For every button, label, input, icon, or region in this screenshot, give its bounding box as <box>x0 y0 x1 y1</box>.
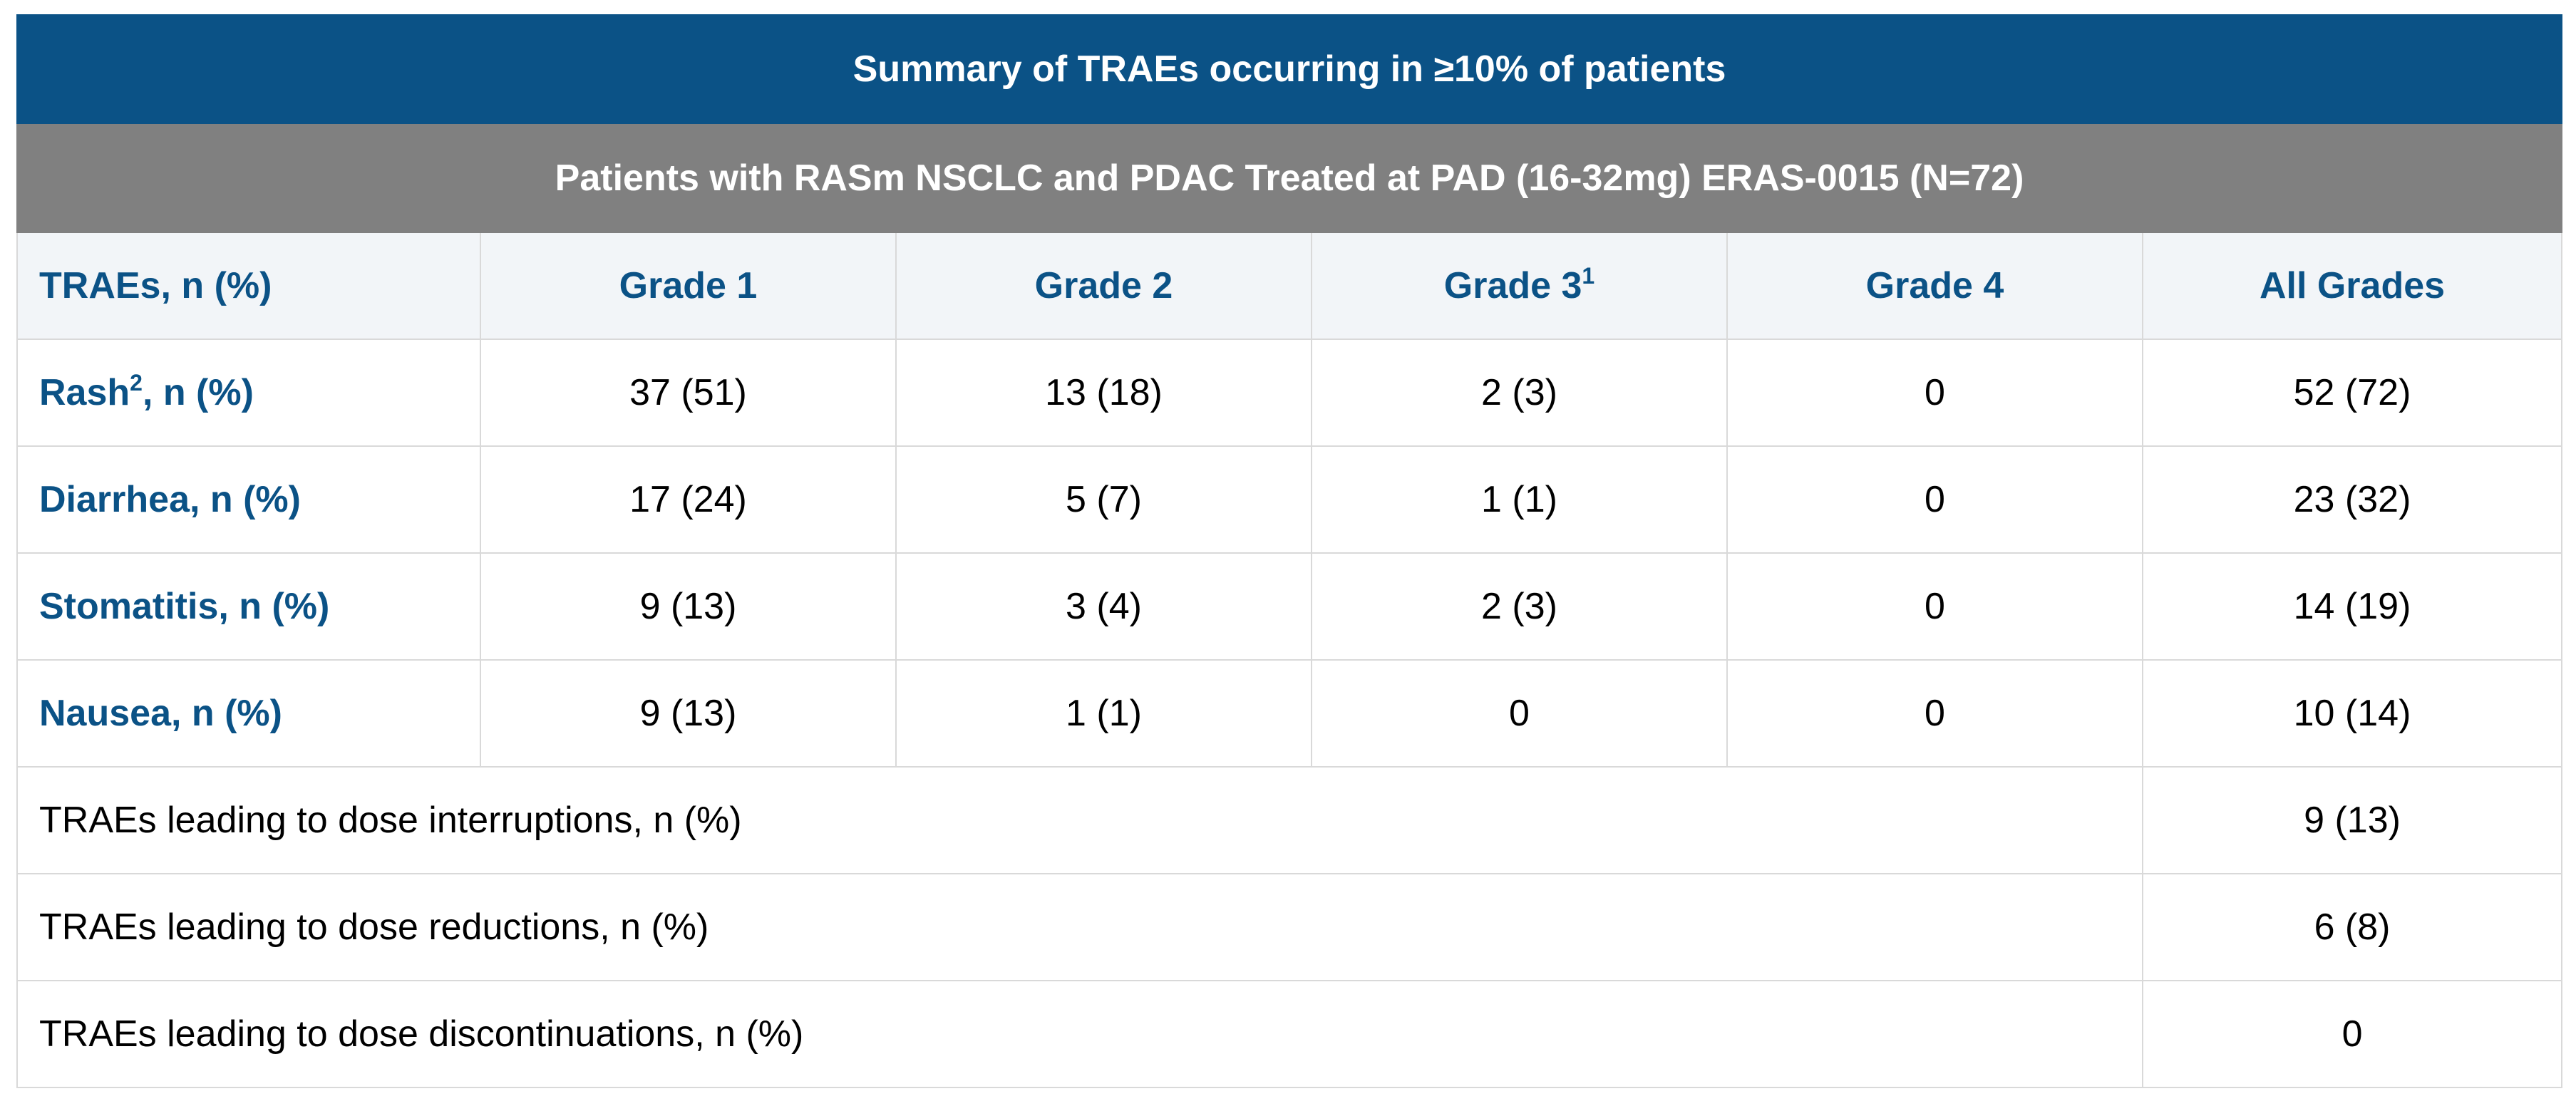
cell-all-grades: 52 (72) <box>2141 339 2563 447</box>
summary-value-discontinuations: 0 <box>2141 980 2563 1088</box>
summary-row-reductions: TRAEs leading to dose reductions, n (%) … <box>16 873 2563 981</box>
header-grade-3-label: Grade 3 <box>1443 265 1582 306</box>
header-traes: TRAEs, n (%) <box>16 232 481 340</box>
cell-all-grades: 14 (19) <box>2141 552 2563 661</box>
cell-grade-2: 3 (4) <box>895 552 1312 661</box>
summary-value-reductions: 6 (8) <box>2141 873 2563 981</box>
summary-row-discontinuations: TRAEs leading to dose discontinuations, … <box>16 980 2563 1088</box>
header-grade-2: Grade 2 <box>895 232 1312 340</box>
table-row: Diarrhea, n (%) 17 (24) 5 (7) 1 (1) 0 23… <box>16 445 2563 554</box>
header-all-grades: All Grades <box>2141 232 2563 340</box>
row-label-rash-name: Rash <box>39 372 130 413</box>
table-row: Stomatitis, n (%) 9 (13) 3 (4) 2 (3) 0 1… <box>16 552 2563 661</box>
row-label-diarrhea: Diarrhea, n (%) <box>16 445 481 554</box>
summary-label-interruptions: TRAEs leading to dose interruptions, n (… <box>16 766 2143 874</box>
header-grade-1: Grade 1 <box>480 232 897 340</box>
table-subtitle-row: Patients with RASm NSCLC and PDAC Treate… <box>16 123 2563 233</box>
cell-grade-2: 1 (1) <box>895 659 1312 768</box>
table-title: Summary of TRAEs occurring in ≥10% of pa… <box>16 14 2563 124</box>
cell-grade-1: 9 (13) <box>480 659 897 768</box>
header-grade-4: Grade 4 <box>1726 232 2143 340</box>
cell-grade-1: 9 (13) <box>480 552 897 661</box>
summary-row-interruptions: TRAEs leading to dose interruptions, n (… <box>16 766 2563 874</box>
cell-grade-4: 0 <box>1726 445 2143 554</box>
trae-summary-table: Summary of TRAEs occurring in ≥10% of pa… <box>16 14 2563 1088</box>
cell-grade-3: 2 (3) <box>1311 552 1728 661</box>
table-subtitle: Patients with RASm NSCLC and PDAC Treate… <box>16 123 2563 233</box>
header-grade-3-footnote: 1 <box>1582 263 1595 289</box>
cell-grade-2: 5 (7) <box>895 445 1312 554</box>
cell-grade-2: 13 (18) <box>895 339 1312 447</box>
row-label-rash-footnote: 2 <box>130 370 143 396</box>
table-row: Rash2, n (%) 37 (51) 13 (18) 2 (3) 0 52 … <box>16 339 2563 447</box>
row-label-nausea: Nausea, n (%) <box>16 659 481 768</box>
cell-all-grades: 23 (32) <box>2141 445 2563 554</box>
cell-grade-4: 0 <box>1726 339 2143 447</box>
column-header-row: TRAEs, n (%) Grade 1 Grade 2 Grade 31 Gr… <box>16 232 2563 340</box>
cell-grade-1: 37 (51) <box>480 339 897 447</box>
row-label-rash: Rash2, n (%) <box>16 339 481 447</box>
summary-value-interruptions: 9 (13) <box>2141 766 2563 874</box>
row-label-rash-suffix: , n (%) <box>142 372 254 413</box>
cell-grade-1: 17 (24) <box>480 445 897 554</box>
trae-summary-table-container: Summary of TRAEs occurring in ≥10% of pa… <box>16 14 2563 1088</box>
cell-grade-3: 1 (1) <box>1311 445 1728 554</box>
summary-label-discontinuations: TRAEs leading to dose discontinuations, … <box>16 980 2143 1088</box>
cell-grade-4: 0 <box>1726 659 2143 768</box>
row-label-stomatitis: Stomatitis, n (%) <box>16 552 481 661</box>
summary-label-reductions: TRAEs leading to dose reductions, n (%) <box>16 873 2143 981</box>
header-grade-3: Grade 31 <box>1311 232 1728 340</box>
cell-grade-4: 0 <box>1726 552 2143 661</box>
cell-grade-3: 2 (3) <box>1311 339 1728 447</box>
cell-grade-3: 0 <box>1311 659 1728 768</box>
cell-all-grades: 10 (14) <box>2141 659 2563 768</box>
table-row: Nausea, n (%) 9 (13) 1 (1) 0 0 10 (14) <box>16 659 2563 768</box>
table-title-row: Summary of TRAEs occurring in ≥10% of pa… <box>16 14 2563 124</box>
